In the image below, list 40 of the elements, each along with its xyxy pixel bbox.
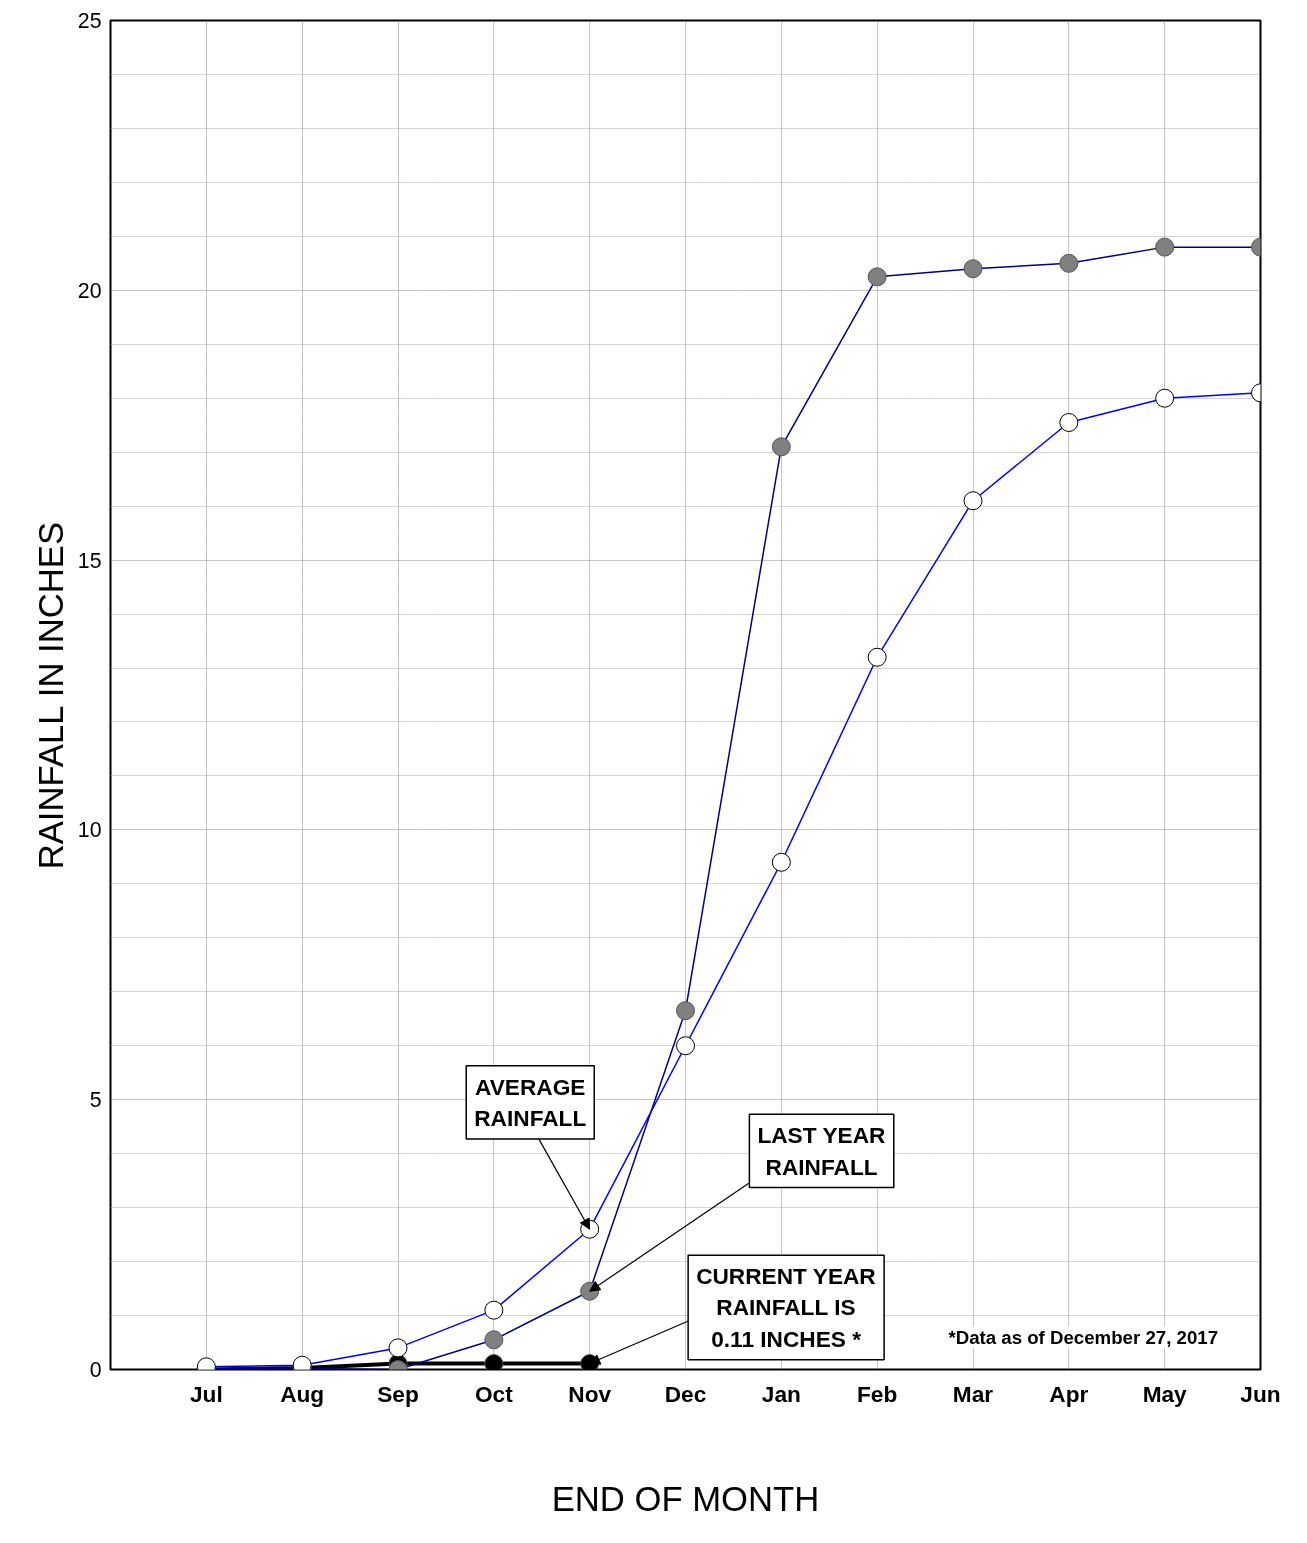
point	[676, 1036, 695, 1056]
y-tick-label: 25	[77, 9, 102, 33]
x-tick-label: Nov	[568, 1380, 612, 1407]
annotation: LAST YEAR RAINFALL	[757, 1122, 886, 1180]
point	[484, 1300, 504, 1320]
point	[963, 491, 983, 511]
annotation: *Data as of December 27, 2017	[948, 1326, 1219, 1348]
annotation: CURRENT YEAR RAINFALL IS 0.11 INCHES *	[696, 1263, 876, 1352]
x-tick-label: May	[1142, 1380, 1188, 1407]
point	[676, 1001, 695, 1021]
x-tick-label: Jan	[761, 1380, 801, 1407]
point	[771, 437, 791, 457]
x-tick-label: Sep	[377, 1380, 419, 1407]
y-axis-title: RAINFALL IN INCHES	[31, 521, 70, 870]
x-tick-label: Apr	[1049, 1380, 1089, 1407]
y-tick-label: 0	[89, 1358, 102, 1382]
x-tick-label: Aug	[280, 1380, 325, 1407]
annotation: AVERAGE RAINFALL	[474, 1073, 587, 1131]
x-tick-label: Mar	[952, 1380, 994, 1407]
x-tick-label: Dec	[664, 1380, 707, 1407]
point	[771, 852, 791, 872]
y-tick-label: 20	[77, 278, 102, 303]
point	[484, 1354, 504, 1370]
x-axis-title: END OF MONTH	[551, 1479, 820, 1518]
point	[1059, 253, 1079, 273]
y-tick-label: 10	[77, 818, 102, 843]
point	[963, 259, 983, 279]
point	[1155, 237, 1175, 257]
point	[1155, 388, 1175, 408]
point	[867, 647, 887, 667]
point	[388, 1338, 408, 1358]
point	[867, 267, 887, 287]
point	[1059, 413, 1079, 432]
x-tick-label: Jul	[189, 1380, 223, 1407]
x-tick-label: Oct	[474, 1380, 514, 1407]
y-tick-label: 15	[77, 548, 102, 573]
x-tick-label: Feb	[857, 1380, 898, 1407]
x-tick-label: Jun	[1240, 1380, 1281, 1407]
point	[484, 1330, 504, 1350]
y-tick-label: 5	[89, 1088, 102, 1113]
